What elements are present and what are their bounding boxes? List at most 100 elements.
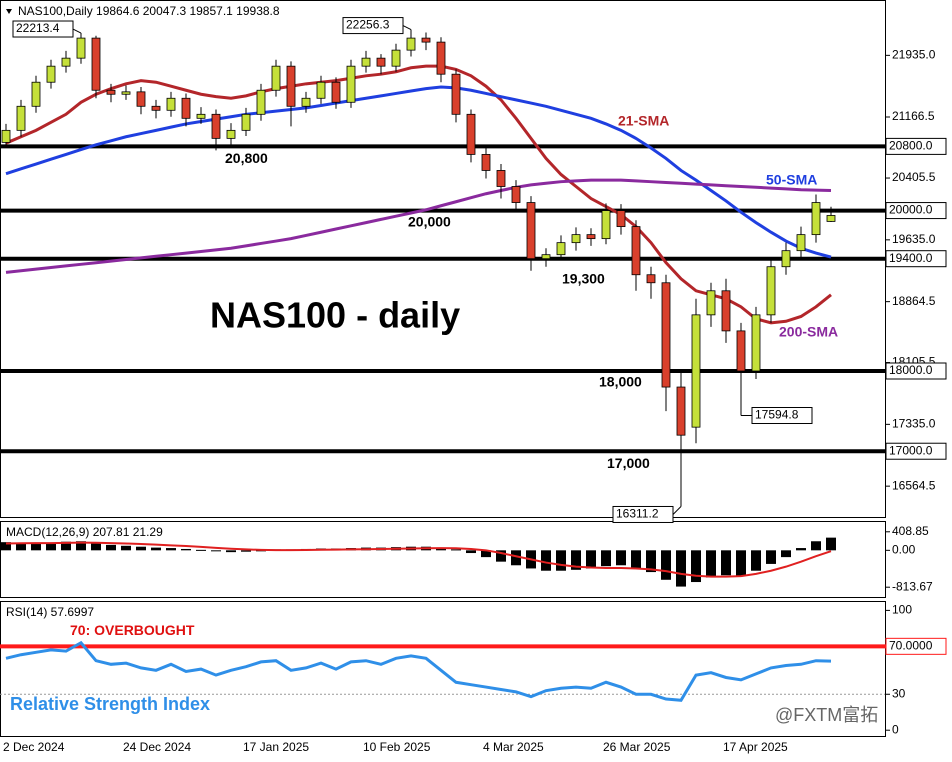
y-tick-label: 17335.0: [892, 417, 936, 431]
macd-bar: [571, 550, 581, 570]
panel-title: RSI(14) 57.6997: [6, 605, 94, 619]
rsi-panel: [0, 601, 886, 737]
y-tick-label: 100: [892, 603, 912, 617]
candle-body: [166, 97, 176, 111]
candle-body: [496, 170, 506, 187]
macd-bar: [76, 541, 86, 551]
callout-label: 22256.3: [346, 18, 390, 32]
y-tick-label: 21935.0: [892, 48, 936, 62]
sma-label: 21-SMA: [618, 113, 669, 129]
level-label: 17000.0: [889, 443, 933, 457]
candle-body: [736, 330, 746, 372]
candle-body: [631, 226, 641, 276]
macd-bar: [706, 550, 716, 578]
candle-body: [691, 314, 701, 428]
callout-leader: [402, 25, 412, 31]
callout-box: [342, 17, 404, 35]
macd-bar: [151, 547, 161, 551]
candle-body: [526, 202, 536, 260]
macd-bar: [601, 550, 611, 567]
macd-bar: [646, 550, 656, 573]
candle-body: [31, 81, 41, 107]
macd-bar: [241, 550, 251, 552]
callout-box: [12, 20, 74, 38]
macd-bar: [166, 548, 176, 551]
candle-body: [361, 57, 371, 67]
level-label-box: [885, 250, 947, 268]
candle-body: [706, 290, 716, 316]
candle-body: [316, 81, 326, 99]
candle-body: [826, 215, 836, 222]
candle-body: [76, 37, 86, 59]
macd-bar: [211, 550, 221, 552]
header-marker: [6, 9, 12, 14]
candle-body: [481, 154, 491, 171]
candle-body: [301, 97, 311, 107]
macd-bar: [196, 549, 206, 551]
macd-bar: [451, 549, 461, 551]
candle-body: [151, 105, 161, 111]
candle-body: [451, 73, 461, 115]
level-note: 18,000: [599, 374, 642, 390]
candle-body: [811, 202, 821, 236]
macd-bar: [616, 550, 626, 566]
macd-bar: [556, 550, 566, 571]
callout-label: 16311.2: [616, 507, 659, 521]
callout-label: 17594.8: [755, 408, 799, 422]
level-label-box: [885, 637, 947, 655]
callout-box: [751, 407, 813, 425]
sma-label: 200-SMA: [779, 324, 838, 340]
macd-bar: [1, 542, 11, 551]
macd-bar: [121, 545, 131, 551]
chart-title: NAS100 - daily: [210, 295, 460, 336]
macd-bar: [586, 550, 596, 569]
candle-body: [766, 266, 776, 316]
candle-body: [256, 89, 266, 115]
y-tick-label: 19635.0: [892, 232, 936, 246]
candle-body: [616, 210, 626, 228]
macd-bar: [631, 550, 641, 569]
candle-body: [796, 234, 806, 252]
callout-box: [612, 505, 674, 523]
x-tick-label: 26 Mar 2025: [603, 740, 671, 754]
macd-bar: [661, 550, 671, 580]
candle-body: [571, 234, 581, 244]
macd-bar: [811, 541, 821, 551]
candle-body: [781, 250, 791, 268]
y-tick-label: 18864.5: [892, 294, 936, 308]
candle-body: [1, 129, 11, 143]
rsi-line: [5, 640, 832, 702]
macd-bar: [826, 537, 836, 551]
candle-body: [271, 65, 281, 91]
y-tick-label: 16564.5: [892, 478, 936, 492]
candle-body: [376, 57, 386, 67]
macd-bar: [766, 550, 776, 564]
macd-bar: [751, 550, 761, 571]
candle-body: [46, 65, 56, 83]
candle-body: [661, 282, 671, 388]
level-label-box: [885, 442, 947, 460]
macd-bar: [781, 550, 791, 558]
level-label: 19400.0: [889, 251, 933, 265]
candle-body: [406, 37, 416, 51]
macd-bar: [466, 550, 476, 554]
y-tick-label: 0: [892, 722, 899, 736]
level-label: 70.0000: [889, 639, 933, 653]
candle-body: [676, 386, 686, 436]
candle-body: [421, 37, 431, 43]
y-tick-label: 20405.5: [892, 170, 936, 184]
macd-bar: [61, 541, 71, 551]
candle-body: [511, 186, 521, 203]
sma-line: [5, 64, 832, 325]
candle-body: [346, 65, 356, 103]
signal-line: [5, 541, 832, 578]
level-label: 18000.0: [889, 363, 933, 377]
candle-body: [211, 113, 221, 139]
callout-label: 22213.4: [16, 21, 60, 35]
macd-bar: [541, 550, 551, 571]
y-tick-label: 21166.5: [892, 109, 935, 123]
rsi-annotation: Relative Strength Index: [10, 694, 210, 714]
candle-body: [136, 91, 146, 107]
macd-bar: [796, 548, 806, 551]
macd-bar: [31, 543, 41, 551]
